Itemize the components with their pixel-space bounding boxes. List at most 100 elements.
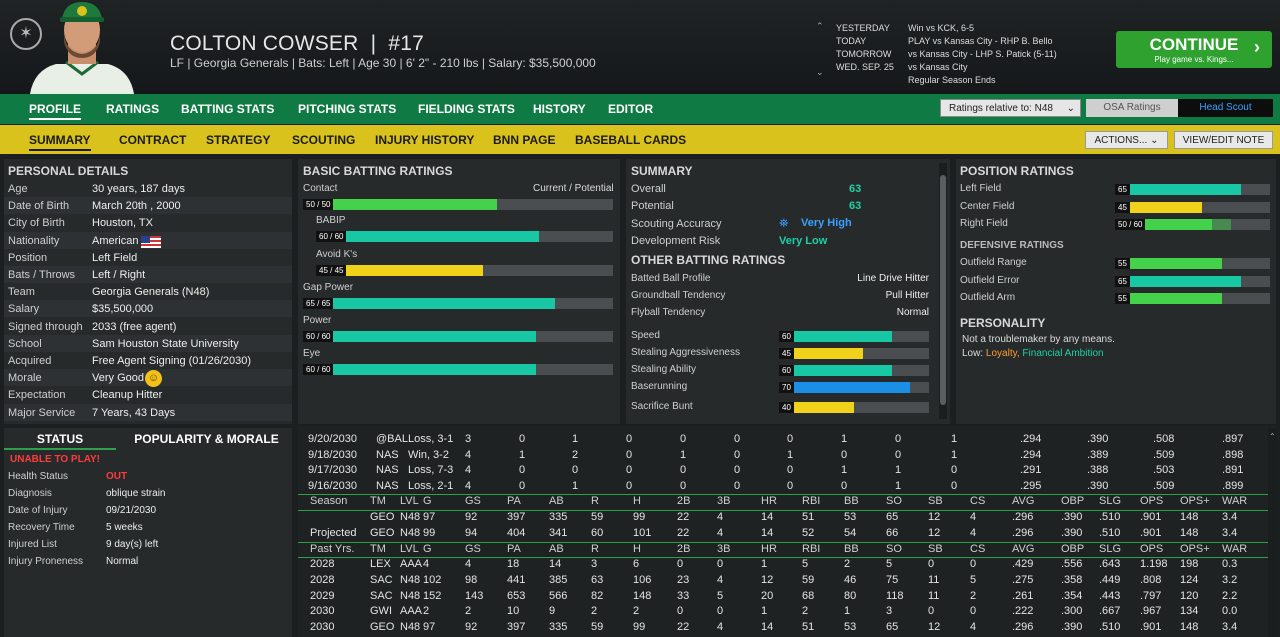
bar-fill — [779, 331, 892, 342]
season-stat-cell: 97 — [423, 511, 436, 523]
running-rating-bar: 70 — [779, 382, 929, 393]
game-log-cell: 1 — [951, 448, 958, 461]
tab-scouting[interactable]: SCOUTING — [292, 133, 356, 147]
past-stat-cell: 5 — [970, 573, 977, 586]
season-stat-cell: 14 — [761, 511, 774, 523]
schedule-event[interactable]: PLAY vs Kansas City - RHP B. Bello — [908, 36, 1053, 46]
past-stat-cell: .643 — [1099, 558, 1121, 570]
chevron-down-icon[interactable]: ⌄ — [816, 67, 824, 77]
tab-pitching-stats[interactable]: PITCHING STATS — [298, 102, 397, 116]
past-header-cell: R — [591, 543, 599, 555]
overall-label: Overall — [631, 183, 666, 195]
past-stat-cell: 3 — [591, 558, 598, 570]
game-log-cell: .295 — [1020, 479, 1042, 492]
game-log-cell: 0 — [519, 433, 526, 445]
schedule-event[interactable]: vs Kansas City - LHP S. Patick (5-11) — [908, 49, 1057, 59]
past-stat-cell: .667 — [1099, 605, 1121, 618]
tab-ratings[interactable]: RATINGS — [106, 102, 160, 116]
tab-baseball-cards[interactable]: BASEBALL CARDS — [575, 133, 687, 147]
season-stat-cell: 12 — [928, 511, 941, 523]
schedule-event[interactable]: vs Kansas City — [908, 62, 968, 72]
osa-ratings-toggle[interactable]: OSA Ratings — [1086, 99, 1178, 117]
tab-summary[interactable]: SUMMARY — [29, 133, 91, 151]
past-stat-cell: .300 — [1061, 605, 1083, 618]
status-value: Normal — [106, 556, 139, 567]
other-rating-label: Groundball Tendency — [631, 290, 726, 301]
past-header-cell: WAR — [1222, 543, 1248, 555]
stats-scrollbar[interactable]: ⌃ — [1268, 428, 1276, 637]
head-scout-toggle[interactable]: Head Scout — [1178, 99, 1273, 117]
tab-batting-stats[interactable]: BATTING STATS — [181, 102, 275, 116]
chevron-up-icon[interactable]: ⌃ — [1269, 432, 1276, 441]
summary-scrollbar[interactable] — [939, 163, 947, 419]
game-log-cell: .389 — [1087, 448, 1109, 461]
tab-editor[interactable]: EDITOR — [608, 102, 654, 116]
season-stat-cell: 99 — [633, 511, 646, 523]
bar-value: 45 — [779, 348, 794, 359]
season-header-cell: HR — [761, 495, 777, 507]
status-label: Recovery Time — [8, 522, 75, 533]
running-rating-bar: 60 — [779, 331, 929, 342]
game-log-cell: 0 — [895, 448, 902, 461]
season-stat-cell: 335 — [549, 511, 568, 523]
season-stat-cell: 404 — [507, 527, 526, 539]
past-stat-cell: 2 — [465, 605, 472, 618]
season-stat-cell: 92 — [465, 511, 478, 523]
schedule-day: YESTERDAY — [836, 23, 890, 33]
tab-contract[interactable]: CONTRACT — [119, 133, 187, 147]
game-log-cell: .899 — [1222, 479, 1244, 492]
season-stat-cell: 22 — [677, 511, 690, 523]
past-stat-cell: 0.3 — [1222, 558, 1238, 570]
past-stat-cell: 0 — [928, 558, 935, 570]
past-stat-cell: 2030 — [310, 621, 335, 634]
season-stat-cell: 3.4 — [1222, 511, 1238, 523]
season-header-cell: R — [591, 495, 599, 507]
past-stat-cell: 3.2 — [1222, 573, 1238, 586]
past-stat-cell: 4 — [717, 621, 724, 634]
season-header-cell: G — [423, 495, 432, 507]
tab-profile[interactable]: PROFILE — [29, 102, 82, 120]
detail-label: Acquired — [8, 355, 52, 367]
actions-dropdown[interactable]: ACTIONS... ⌄ — [1085, 131, 1168, 149]
past-stat-cell: 1 — [844, 605, 851, 618]
past-stat-cell: .354 — [1061, 589, 1083, 602]
tab-fielding-stats[interactable]: FIELDING STATS — [418, 102, 515, 116]
row-stripe — [4, 334, 292, 352]
game-log-cell: .390 — [1087, 433, 1109, 445]
player-name: COLTON COWSER | #17 — [170, 32, 424, 55]
position-ratings-title: POSITION RATINGS — [960, 164, 1074, 178]
schedule-day: TOMORROW — [836, 49, 892, 59]
continue-button[interactable]: CONTINUE Play game vs. Kings... › — [1116, 31, 1272, 68]
tab-status[interactable]: STATUS — [4, 428, 116, 450]
chevron-up-icon[interactable]: ⌃ — [816, 21, 824, 31]
defense-bar: 65 — [1115, 275, 1270, 287]
game-log-cell: NAS — [376, 479, 399, 492]
past-header-cell: HR — [761, 543, 777, 555]
detail-label: Age — [8, 183, 28, 195]
view-edit-note-button[interactable]: VIEW/EDIT NOTE — [1174, 131, 1273, 149]
defense-bar: 55 — [1115, 293, 1270, 304]
status-label: Health Status — [8, 471, 69, 482]
schedule-event[interactable]: Win vs KCK, 6-5 — [908, 23, 975, 33]
past-stat-cell: 397 — [507, 621, 526, 634]
table-divider — [298, 542, 1268, 543]
scrollbar-thumb[interactable] — [940, 175, 946, 405]
past-stat-cell: 51 — [802, 621, 815, 634]
running-rating-label: Baserunning — [631, 381, 688, 392]
tab-injury-history[interactable]: INJURY HISTORY — [375, 133, 475, 147]
running-rating-label: Speed — [631, 330, 660, 341]
past-header-cell: PA — [507, 543, 521, 555]
tab-popularity-morale[interactable]: POPULARITY & MORALE — [134, 432, 279, 446]
past-stat-cell: AAA — [400, 605, 423, 618]
tab-strategy[interactable]: STRATEGY — [206, 133, 271, 147]
tab-history[interactable]: HISTORY — [533, 102, 586, 116]
continue-label: CONTINUE — [1149, 35, 1239, 54]
bar-fill — [303, 298, 555, 309]
ratings-relative-select[interactable]: Ratings relative to: N48 ⌄ — [940, 99, 1081, 117]
past-stat-cell: 23 — [677, 573, 690, 586]
season-header-cell: SLG — [1099, 495, 1122, 507]
past-stat-cell: GEO — [370, 621, 395, 634]
tab-bnn-page[interactable]: BNN PAGE — [493, 133, 556, 147]
rating-bar: 45 / 45 — [316, 265, 613, 276]
game-log-cell: 0 — [951, 464, 958, 476]
